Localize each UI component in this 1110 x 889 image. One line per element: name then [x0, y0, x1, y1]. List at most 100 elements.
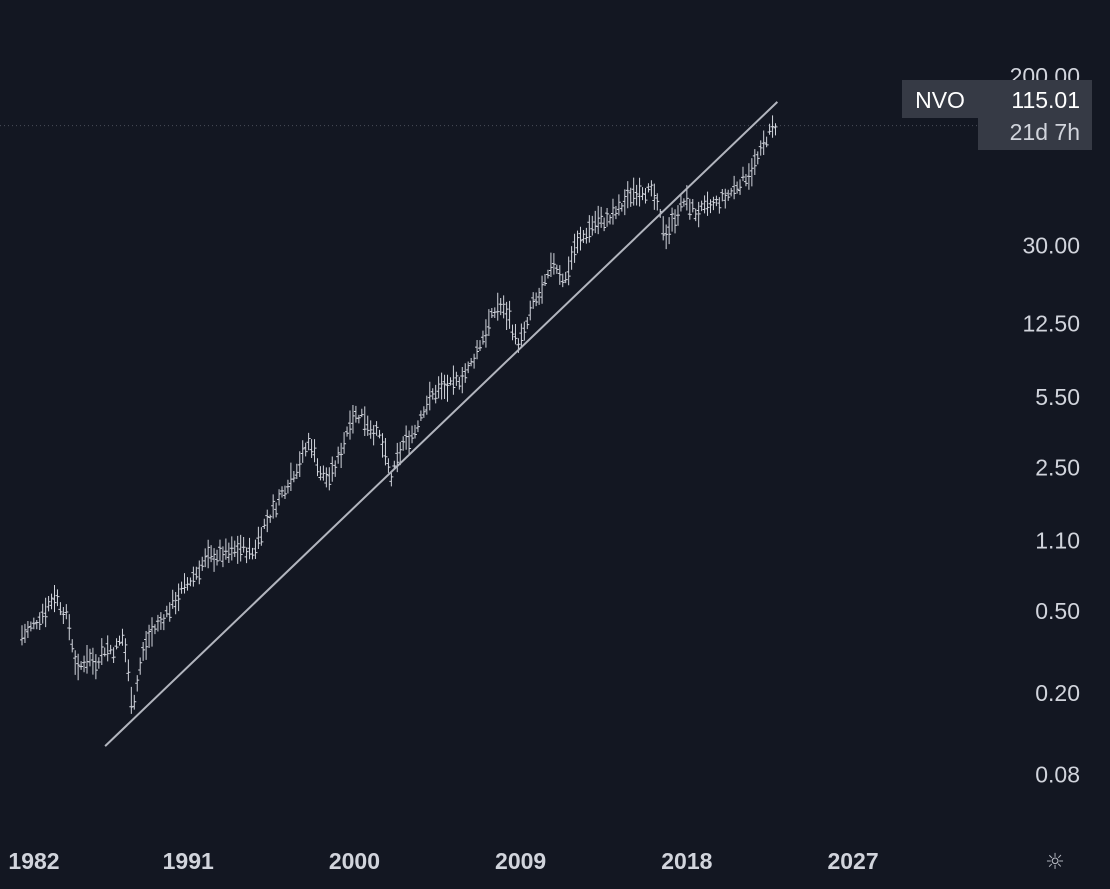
price-bar: [64, 604, 69, 620]
price-bar: [528, 300, 533, 321]
y-tick-label: 0.20: [1035, 680, 1080, 706]
price-bar: [746, 163, 751, 190]
price-bar: [217, 539, 222, 562]
price-bar: [475, 340, 480, 360]
price-bar: [52, 585, 57, 613]
price-bar: [723, 188, 728, 209]
y-tick-label: 5.50: [1035, 384, 1080, 410]
price-bar: [339, 442, 344, 469]
price-bar: [696, 201, 701, 228]
price-bar: [318, 466, 323, 481]
price-bar: [522, 321, 527, 341]
price-bar: [73, 650, 78, 675]
price-bar: [545, 269, 550, 279]
price-bar: [271, 494, 276, 519]
price-bar: [770, 115, 775, 138]
price-bar: [711, 196, 716, 211]
time-axis[interactable]: 1982 1991 2000 2009 2018 2027: [8, 848, 878, 874]
price-bar: [596, 205, 601, 235]
price-bar: [300, 440, 305, 463]
price-bar: [690, 198, 695, 213]
price-bar: [303, 442, 308, 457]
price-bar: [383, 438, 388, 466]
price-bar: [460, 366, 465, 394]
settings-sun-icon[interactable]: ☼: [1045, 850, 1065, 875]
price-bar: [410, 425, 415, 444]
price-bar: [241, 537, 246, 553]
price-bar: [622, 189, 627, 216]
price-bar: [454, 371, 459, 386]
price-bar: [126, 659, 131, 682]
price-bar: [681, 198, 686, 207]
price-bar: [371, 425, 376, 446]
price-bar: [519, 323, 524, 348]
price-bar: [705, 191, 710, 216]
price-bar: [738, 179, 743, 195]
price-bar: [188, 577, 193, 587]
price-bar: [646, 183, 651, 193]
price-bar: [472, 353, 477, 369]
price-bar: [534, 292, 539, 307]
price-bar: [498, 298, 503, 316]
price-bar: [525, 316, 530, 330]
price-bar: [740, 166, 745, 182]
price-bar: [599, 206, 604, 228]
price-bar: [345, 426, 350, 437]
price-bar: [743, 173, 748, 187]
price-bar: [105, 635, 110, 662]
price-bar: [401, 436, 406, 451]
price-bar: [643, 188, 648, 204]
price-bar: [93, 654, 98, 680]
price-bar: [28, 621, 33, 632]
price-bar: [368, 420, 373, 439]
price-bar: [749, 158, 754, 187]
price-bar: [377, 429, 382, 439]
price-bar: [197, 560, 202, 585]
price-bar: [220, 546, 225, 568]
price-bar: [634, 184, 639, 206]
ticker-label: NVO: [915, 87, 965, 113]
x-tick-label: 1982: [8, 848, 59, 874]
price-bar: [226, 542, 231, 564]
price-bar: [40, 603, 45, 624]
price-bar: [111, 647, 116, 664]
price-bar: [282, 485, 287, 500]
x-tick-label: 1991: [163, 848, 214, 874]
price-bar: [132, 694, 137, 710]
price-bar: [415, 420, 420, 433]
price-bar: [173, 591, 178, 615]
price-bar: [732, 175, 737, 200]
price-bar: [31, 617, 36, 630]
price-bar: [670, 207, 675, 232]
price-bar: [374, 421, 379, 436]
price-bar: [58, 602, 63, 616]
price-bar: [268, 514, 273, 523]
price-bar: [120, 628, 125, 646]
ticker-badge-background: [902, 80, 978, 118]
price-bar: [678, 193, 683, 212]
price-bar: [25, 620, 30, 638]
price-bar: [486, 309, 491, 337]
trend-line[interactable]: [104, 101, 779, 747]
price-bar: [362, 406, 367, 436]
price-bar: [619, 202, 624, 212]
price-bar: [259, 527, 264, 546]
price-bar: [55, 589, 60, 607]
price-bar: [726, 189, 731, 201]
price-bar: [141, 641, 146, 661]
price-bar: [232, 540, 237, 558]
price-bar: [764, 136, 769, 148]
price-bar: [161, 614, 166, 631]
price-bar: [96, 657, 101, 669]
price-bar: [572, 233, 577, 263]
price-bar: [297, 451, 302, 477]
price-bar: [610, 198, 615, 225]
price-bar: [720, 188, 725, 202]
price-bar: [735, 181, 740, 194]
price-bar: [135, 675, 140, 692]
price-bar: [152, 624, 157, 635]
